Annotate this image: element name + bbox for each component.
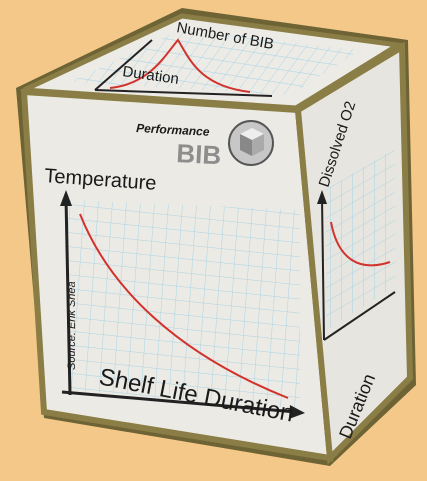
logo-bottom: BIB [176,138,222,170]
credit: Source: Erik Shea [66,281,78,370]
cube-illustration: Number of BIB Duration Performance BIB T… [0,0,427,481]
page: Number of BIB Duration Performance BIB T… [0,0,427,481]
